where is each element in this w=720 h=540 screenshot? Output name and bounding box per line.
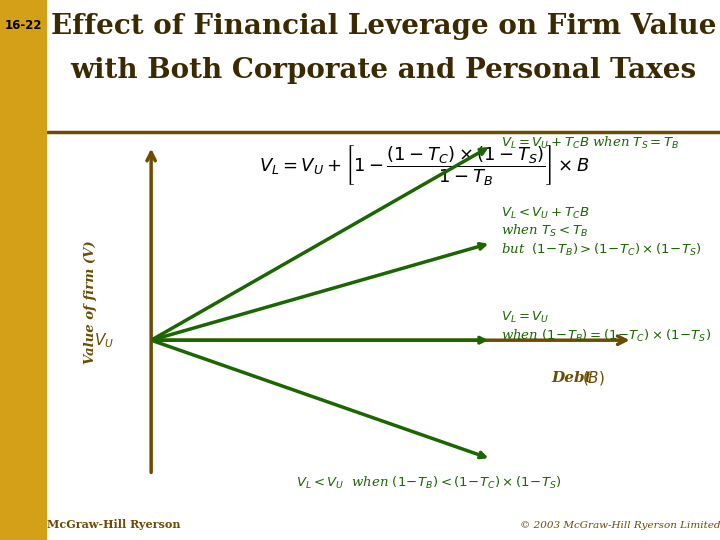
Text: 16-22: 16-22 xyxy=(4,19,42,32)
Text: when $(1\!-\!T_B) = (1\!-\!T_C)\times(1\!-\!T_S)$: when $(1\!-\!T_B) = (1\!-\!T_C)\times(1\… xyxy=(501,328,711,344)
Text: $V_U$: $V_U$ xyxy=(94,331,114,349)
Text: Value of firm (V): Value of firm (V) xyxy=(84,241,97,364)
Text: $V_L = V_U$: $V_L = V_U$ xyxy=(501,310,549,325)
Text: Effect of Financial Leverage on Firm Value: Effect of Financial Leverage on Firm Val… xyxy=(50,14,716,40)
Text: when $T_S < T_B$: when $T_S < T_B$ xyxy=(501,223,588,239)
Text: $(B)$: $(B)$ xyxy=(582,369,605,387)
Text: $V_L < V_U$  when $(1\!-\!T_B) < (1\!-\!T_C)\times(1\!-\!T_S)$: $V_L < V_U$ when $(1\!-\!T_B) < (1\!-\!T… xyxy=(296,475,562,491)
Text: with Both Corporate and Personal Taxes: with Both Corporate and Personal Taxes xyxy=(71,57,696,84)
Text: $V_L = V_U + \left[1 - \dfrac{(1-T_C)\times(1-T_S)}{1-T_B}\right]\times B$: $V_L = V_U + \left[1 - \dfrac{(1-T_C)\ti… xyxy=(258,143,589,187)
Text: $V_L < V_U + T_C B$: $V_L < V_U + T_C B$ xyxy=(501,206,590,221)
Text: but  $(1\!-\!T_B) > (1\!-\!T_C)\times(1\!-\!T_S)$: but $(1\!-\!T_B) > (1\!-\!T_C)\times(1\!… xyxy=(501,241,701,258)
Text: McGraw-Hill Ryerson: McGraw-Hill Ryerson xyxy=(47,519,180,530)
Text: Debt: Debt xyxy=(552,371,598,385)
Text: © 2003 McGraw-Hill Ryerson Limited: © 2003 McGraw-Hill Ryerson Limited xyxy=(520,521,720,530)
Text: $V_L = V_U + T_C B$ when $T_S = T_B$: $V_L = V_U + T_C B$ when $T_S = T_B$ xyxy=(501,135,680,151)
